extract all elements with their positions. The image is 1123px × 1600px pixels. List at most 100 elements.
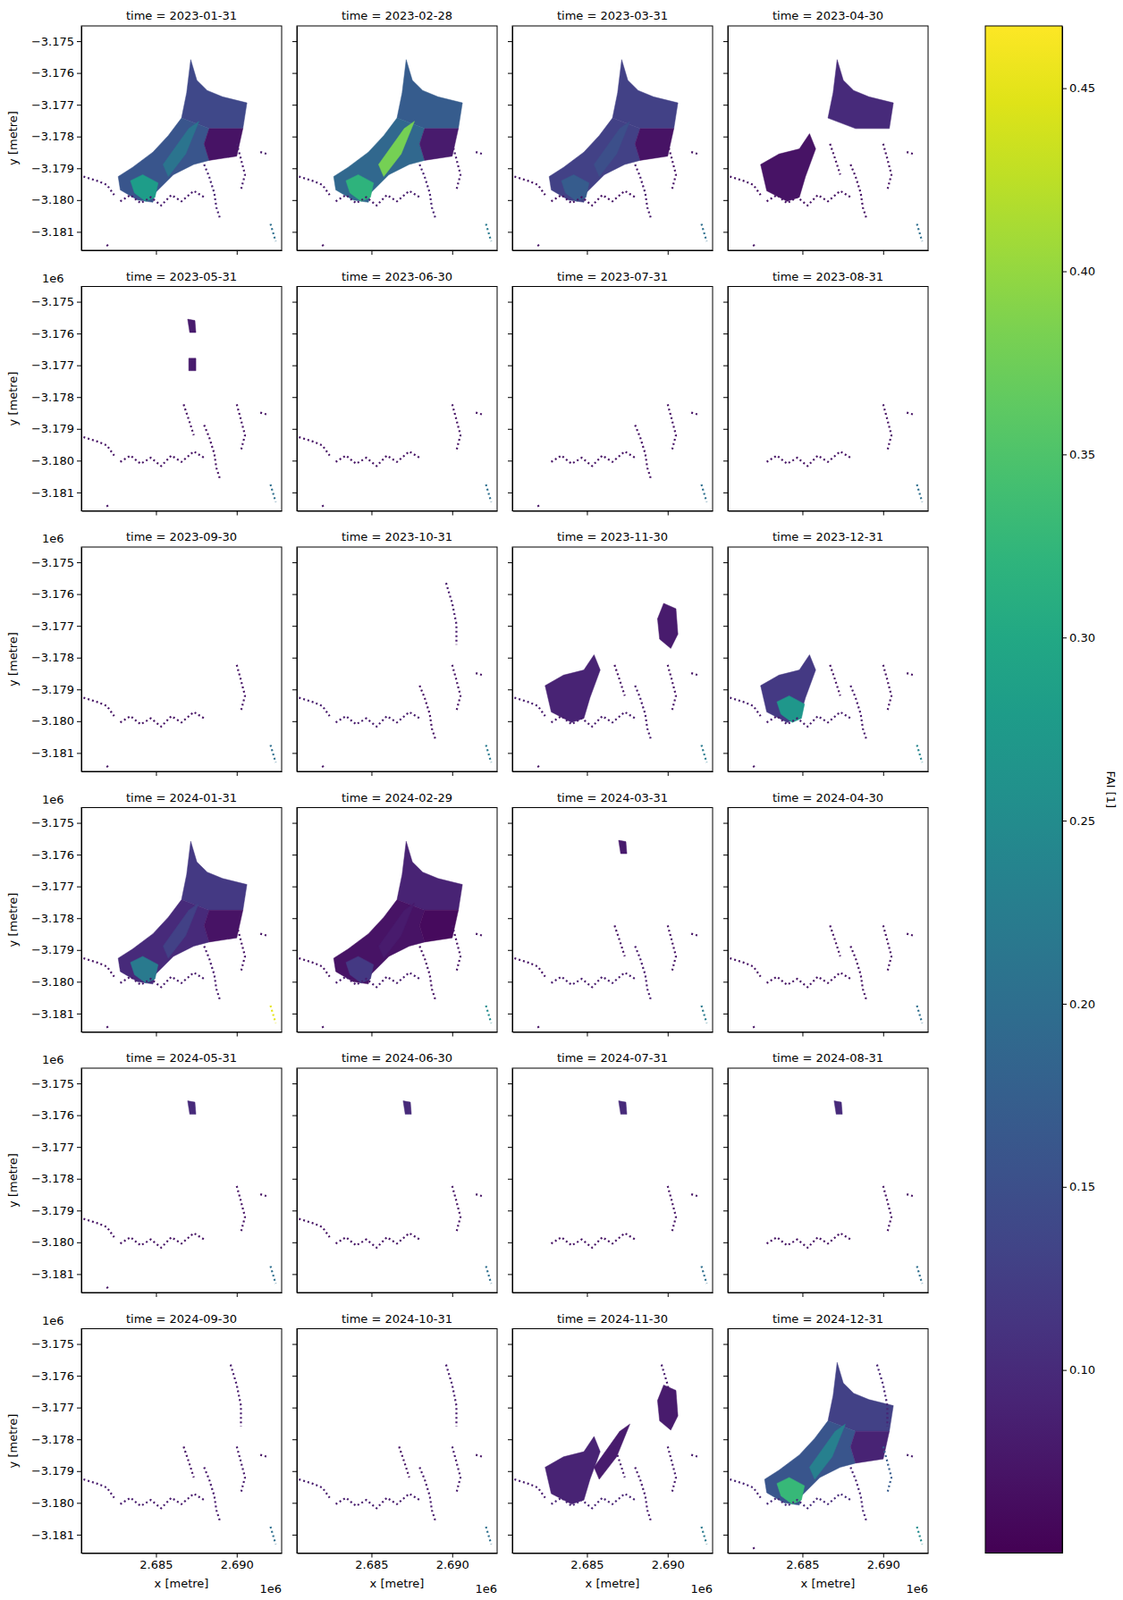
tick-label: −3.181 (31, 1528, 75, 1543)
tick (507, 73, 513, 75)
tick-mark (507, 689, 513, 691)
frame (81, 547, 282, 772)
tick (507, 1408, 513, 1410)
fai-pixels (260, 413, 268, 415)
tick (292, 981, 297, 983)
frame (296, 25, 498, 251)
y-axis: −3.175−3.176−3.177−3.178−3.179−3.180−3.1… (31, 1069, 83, 1294)
tick-mark (76, 492, 82, 494)
tick: 0.35 (1062, 447, 1096, 462)
fai-pixels (475, 1194, 483, 1197)
tick: 0.20 (1062, 997, 1096, 1012)
tick-label: −3.177 (31, 1401, 75, 1415)
tick (507, 625, 513, 627)
panel-title: time = 2023-04-30 (772, 8, 884, 23)
fai-pixels (298, 437, 330, 456)
fai-pixels (917, 1527, 923, 1546)
tick-label: −3.179 (31, 1464, 75, 1478)
tick-label: −3.178 (31, 129, 75, 144)
fai-pixels (270, 744, 277, 763)
tick-mark (292, 1344, 297, 1346)
tick (507, 1115, 513, 1117)
fai-pixels (260, 1194, 268, 1197)
tick-mark (723, 886, 728, 888)
frame (296, 1329, 498, 1554)
panel-title: time = 2023-02-28 (341, 8, 453, 23)
fai-pixels (107, 244, 110, 249)
fai-pixels (260, 934, 268, 937)
tick-mark (507, 302, 513, 304)
frame (81, 287, 282, 512)
tick-mark (507, 1210, 513, 1212)
fai-pixels (667, 665, 676, 712)
fai-pixels (270, 1527, 277, 1546)
fai-pixels (753, 1547, 756, 1552)
marks (83, 319, 276, 509)
tick-mark (723, 1013, 728, 1015)
tick (507, 231, 513, 233)
tick (723, 168, 728, 169)
tick-mark (292, 396, 297, 398)
fai-pixels (850, 685, 867, 742)
tick-label: 2.685 (785, 1558, 820, 1572)
fai-pixels (83, 698, 114, 718)
tick-label: 0.20 (1069, 997, 1096, 1012)
panel-title: time = 2024-06-30 (341, 1051, 453, 1065)
tick-mark (507, 1439, 513, 1441)
fai-pixels (270, 223, 277, 242)
frame (727, 808, 929, 1033)
fai-pixels (446, 1365, 457, 1427)
fai-pixels (322, 1026, 325, 1031)
tick-mark (1062, 88, 1067, 90)
marks (514, 840, 707, 1031)
x-axis: 2.6852.690 (297, 1553, 499, 1572)
tick-label: −3.175 (31, 34, 75, 49)
tick-mark (292, 492, 297, 494)
offset-text: 1e6 (42, 531, 65, 546)
fai-pixels (236, 665, 245, 712)
marks (83, 841, 276, 1030)
axis-title: y [metre] (6, 371, 20, 427)
tick (507, 918, 513, 920)
fai-pixels (322, 505, 325, 509)
tick-mark (292, 562, 297, 564)
tick (292, 1344, 297, 1346)
tick (723, 950, 728, 952)
fai-pixels (298, 1219, 330, 1239)
fai-pixels (260, 1455, 268, 1458)
tick (723, 1147, 728, 1149)
tick-mark (586, 771, 588, 777)
panel-title: time = 2023-06-30 (341, 270, 453, 284)
panel-title: time = 2024-01-31 (126, 791, 237, 805)
fai-pixels (298, 177, 330, 196)
axis-title: y [metre] (6, 1153, 20, 1208)
tick-mark (292, 104, 297, 106)
tick (292, 200, 297, 202)
fai-pixels (850, 164, 867, 220)
fai-area (776, 1477, 805, 1505)
tick (236, 1032, 238, 1038)
tick: 2.690 (651, 1553, 685, 1572)
tick-label: −3.175 (31, 816, 75, 830)
tick-mark (76, 1210, 82, 1212)
tick-mark (76, 823, 82, 825)
tick: 2.685 (570, 1553, 604, 1572)
tick-mark (723, 429, 728, 431)
tick (723, 365, 728, 367)
tick-mark (155, 250, 157, 255)
tick-mark (802, 511, 803, 516)
tick-mark (292, 365, 297, 367)
tick-label: −3.176 (31, 848, 75, 862)
tick (802, 250, 803, 255)
tick-mark (507, 823, 513, 825)
frame (81, 1329, 282, 1554)
tick-label: 2.685 (139, 1558, 173, 1572)
colorbar-title: FAI [1] (1104, 770, 1118, 809)
tick-mark (236, 1292, 238, 1298)
x-axis (82, 1292, 283, 1298)
frame (296, 1068, 498, 1293)
tick: −3.179 (31, 1464, 82, 1478)
fai-area (162, 903, 199, 959)
tick (723, 396, 728, 398)
marks (767, 404, 923, 502)
